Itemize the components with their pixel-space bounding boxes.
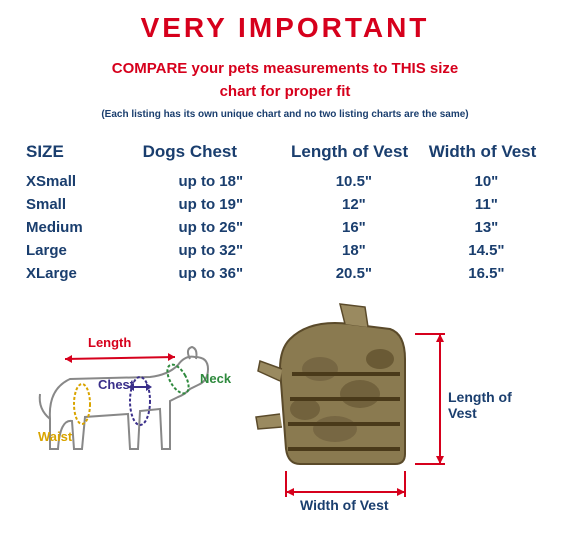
label-length: Length bbox=[88, 335, 131, 350]
label-waist: Waist bbox=[38, 429, 72, 444]
header-size: SIZE bbox=[20, 138, 137, 170]
table-row: XLarge up to 36" 20.5" 16.5" bbox=[20, 262, 550, 285]
dog-diagram: Length Chest Neck Waist bbox=[20, 299, 240, 479]
table-header-row: SIZE Dogs Chest Length of Vest Width of … bbox=[20, 138, 550, 170]
vest-diagram: Length of Vest Width of Vest bbox=[250, 299, 540, 519]
page-title: VERY IMPORTANT bbox=[20, 12, 550, 44]
label-neck: Neck bbox=[200, 371, 231, 386]
subtitle-line1: COMPARE your pets measurements to THIS s… bbox=[112, 60, 458, 77]
size-table: SIZE Dogs Chest Length of Vest Width of … bbox=[20, 138, 550, 285]
note: (Each listing has its own unique chart a… bbox=[20, 109, 550, 120]
table-row: Small up to 19" 12" 11" bbox=[20, 193, 550, 216]
header-chest: Dogs Chest bbox=[137, 138, 285, 170]
label-vest-length: Length of Vest bbox=[448, 389, 540, 421]
header-width: Width of Vest bbox=[423, 138, 550, 170]
subtitle: COMPARE your pets measurements to THIS s… bbox=[20, 58, 550, 103]
label-vest-width: Width of Vest bbox=[300, 497, 389, 513]
table-row: Medium up to 26" 16" 13" bbox=[20, 216, 550, 239]
diagrams: Length Chest Neck Waist bbox=[20, 299, 550, 519]
header-length: Length of Vest bbox=[285, 138, 423, 170]
table-row: XSmall up to 18" 10.5" 10" bbox=[20, 170, 550, 193]
table-row: Large up to 32" 18" 14.5" bbox=[20, 239, 550, 262]
label-chest: Chest bbox=[98, 377, 134, 392]
subtitle-line2: chart for proper fit bbox=[220, 83, 351, 100]
table-body: XSmall up to 18" 10.5" 10" Small up to 1… bbox=[20, 170, 550, 285]
